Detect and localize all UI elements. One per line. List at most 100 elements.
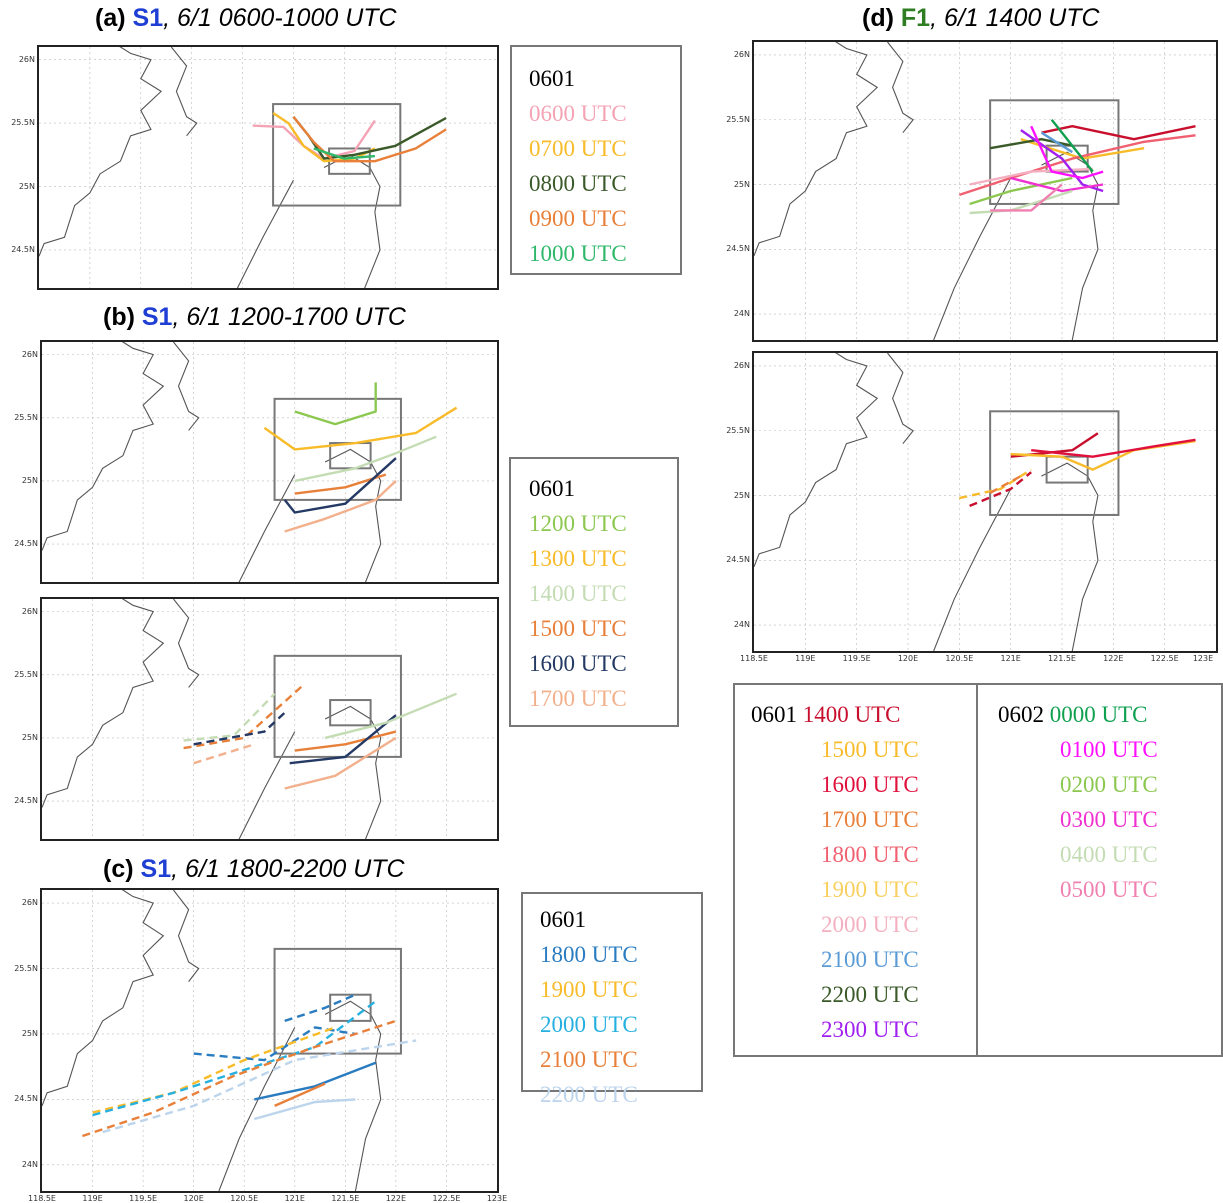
longitude-tick-label: 120.5E bbox=[945, 654, 974, 663]
longitude-tick-label: 122.5E bbox=[432, 1194, 461, 1203]
longitude-tick-label: 118.5E bbox=[740, 654, 768, 663]
legend-entry-label: 0300 UTC bbox=[1060, 807, 1158, 832]
latitude-tick-label: 25N bbox=[18, 181, 35, 191]
trajectory-line bbox=[969, 176, 1073, 206]
longitude-tick-label: 119.5E bbox=[129, 1194, 158, 1203]
panel-label: (d) bbox=[862, 4, 894, 32]
map-panel-d-lower bbox=[752, 351, 1218, 653]
time-range: , 6/1 0600-1000 UTC bbox=[163, 4, 397, 32]
legend-entry: 1000 UTC bbox=[529, 241, 627, 266]
map-panel-d-upper bbox=[752, 40, 1218, 342]
legend-entry: 1800 UTC bbox=[751, 837, 976, 872]
latitude-tick-label: 26N bbox=[733, 360, 750, 370]
trajectory-line bbox=[292, 116, 447, 163]
outer-domain-box bbox=[273, 397, 402, 501]
coastline bbox=[218, 1027, 296, 1191]
coastline bbox=[238, 731, 296, 839]
legend-entry: 0700 UTC bbox=[529, 136, 627, 161]
coastline bbox=[324, 448, 382, 582]
latitude-tick-label: 24.5N bbox=[14, 796, 38, 806]
legend-entry: 1400 UTC bbox=[529, 581, 627, 606]
legend-entry: 2100 UTC bbox=[540, 1047, 638, 1072]
panel-label: (a) bbox=[95, 4, 126, 32]
trajectory-line bbox=[102, 1039, 417, 1134]
longitude-tick-label: 119E bbox=[82, 1194, 103, 1203]
trajectory-line bbox=[294, 435, 437, 483]
coastline bbox=[42, 890, 165, 1107]
time-range: , 6/1 1400 UTC bbox=[930, 4, 1100, 32]
trajectory-line bbox=[289, 714, 397, 765]
trajectory-line bbox=[969, 471, 1032, 508]
trajectory-line bbox=[294, 382, 377, 426]
time-range: , 6/1 1200-1700 UTC bbox=[172, 303, 406, 331]
trajectory-line bbox=[324, 692, 458, 740]
trajectory-line bbox=[254, 1061, 377, 1101]
legend-entry: 2000 UTC bbox=[540, 1012, 638, 1037]
coastline bbox=[39, 47, 163, 257]
coastline bbox=[887, 42, 914, 134]
legend-date-header: 0601 bbox=[540, 907, 586, 932]
legend-entry: 2200 UTC bbox=[540, 1082, 638, 1107]
legend-entry-label: 0200 UTC bbox=[1060, 772, 1158, 797]
time-range: , 6/1 1800-2200 UTC bbox=[171, 855, 405, 883]
legend-entry-label: 2100 UTC bbox=[821, 947, 919, 972]
panel-a-title: (a) S1, 6/1 0600-1000 UTC bbox=[95, 4, 397, 33]
legend-entry-label: 1400 UTC bbox=[802, 702, 901, 727]
trajectory-line bbox=[294, 730, 397, 752]
latitude-tick-label: 25N bbox=[21, 475, 38, 485]
trajectory-line bbox=[193, 711, 286, 746]
coastline bbox=[238, 474, 296, 582]
inner-domain-box bbox=[329, 699, 372, 727]
inner-domain-box bbox=[1045, 455, 1089, 484]
longitude-tick-label: 123E bbox=[486, 1194, 508, 1203]
trajectory-line bbox=[283, 457, 397, 514]
panel-label: (c) bbox=[103, 855, 134, 883]
legend-entry-label: 0500 UTC bbox=[1060, 877, 1158, 902]
coastline bbox=[42, 599, 165, 808]
coastline bbox=[173, 342, 200, 431]
legend-column-0601: 0601 1400 UTC 1500 UTC 1600 UTC 1700 UTC 180… bbox=[735, 685, 978, 1055]
outer-domain-box bbox=[272, 103, 402, 207]
trajectory-line bbox=[959, 468, 1032, 500]
trajectory-line bbox=[1040, 131, 1073, 154]
map-panel-c bbox=[40, 888, 499, 1193]
trajectory-line bbox=[990, 183, 1063, 212]
coastline bbox=[173, 890, 200, 982]
inner-domain-box bbox=[329, 993, 372, 1022]
trajectory-line bbox=[1050, 118, 1094, 173]
longitude-tick-label: 121.5E bbox=[331, 1194, 360, 1203]
panel-c-title: (c) S1, 6/1 1800-2200 UTC bbox=[103, 855, 405, 884]
trajectory-line bbox=[1010, 176, 1104, 193]
longitude-tick-label: 123E bbox=[1192, 654, 1214, 663]
latitude-tick-label: 26N bbox=[21, 898, 38, 908]
map-svg bbox=[754, 42, 1216, 340]
latitude-tick-label: 26N bbox=[21, 606, 38, 616]
legend-entry: 1800 UTC bbox=[540, 942, 638, 967]
trajectory-line bbox=[92, 1000, 377, 1117]
latitude-tick-label: 25.5N bbox=[14, 412, 38, 422]
outer-domain-box bbox=[273, 654, 402, 758]
longitude-tick-label: 118.5E bbox=[28, 1194, 56, 1203]
coastline bbox=[933, 488, 1012, 651]
longitude-tick-label: 119E bbox=[795, 654, 816, 663]
latitude-tick-label: 26N bbox=[18, 54, 35, 64]
legend-entry-label: 0000 UTC bbox=[1049, 702, 1148, 727]
legend-entry-label: 0400 UTC bbox=[1060, 842, 1158, 867]
coastline bbox=[42, 342, 165, 551]
trajectory-line bbox=[313, 147, 375, 160]
longitude-tick-label: 120E bbox=[183, 1194, 204, 1203]
longitude-tick-label: 120.5E bbox=[230, 1194, 259, 1203]
latitude-tick-label: 24.5N bbox=[726, 244, 750, 254]
trajectory-line bbox=[193, 743, 255, 765]
map-svg bbox=[39, 47, 497, 288]
map-panel-b-upper bbox=[40, 340, 499, 584]
simulation-name: F1 bbox=[900, 4, 931, 32]
longitude-tick-label: 122E bbox=[1103, 654, 1124, 663]
legend-date-header: 0601 bbox=[529, 476, 575, 501]
trajectory-line bbox=[989, 137, 1073, 150]
coastline bbox=[754, 42, 879, 256]
legend-panel-c: 0601 1800 UTC 1900 UTC 2000 UTC 2100 UTC 2200… bbox=[521, 892, 703, 1107]
latitude-tick-label: 24.5N bbox=[726, 555, 750, 565]
legend-panel-d: 0601 1400 UTC 1500 UTC 1600 UTC 1700 UTC 180… bbox=[733, 683, 1223, 1057]
latitude-tick-label: 25N bbox=[21, 732, 38, 742]
